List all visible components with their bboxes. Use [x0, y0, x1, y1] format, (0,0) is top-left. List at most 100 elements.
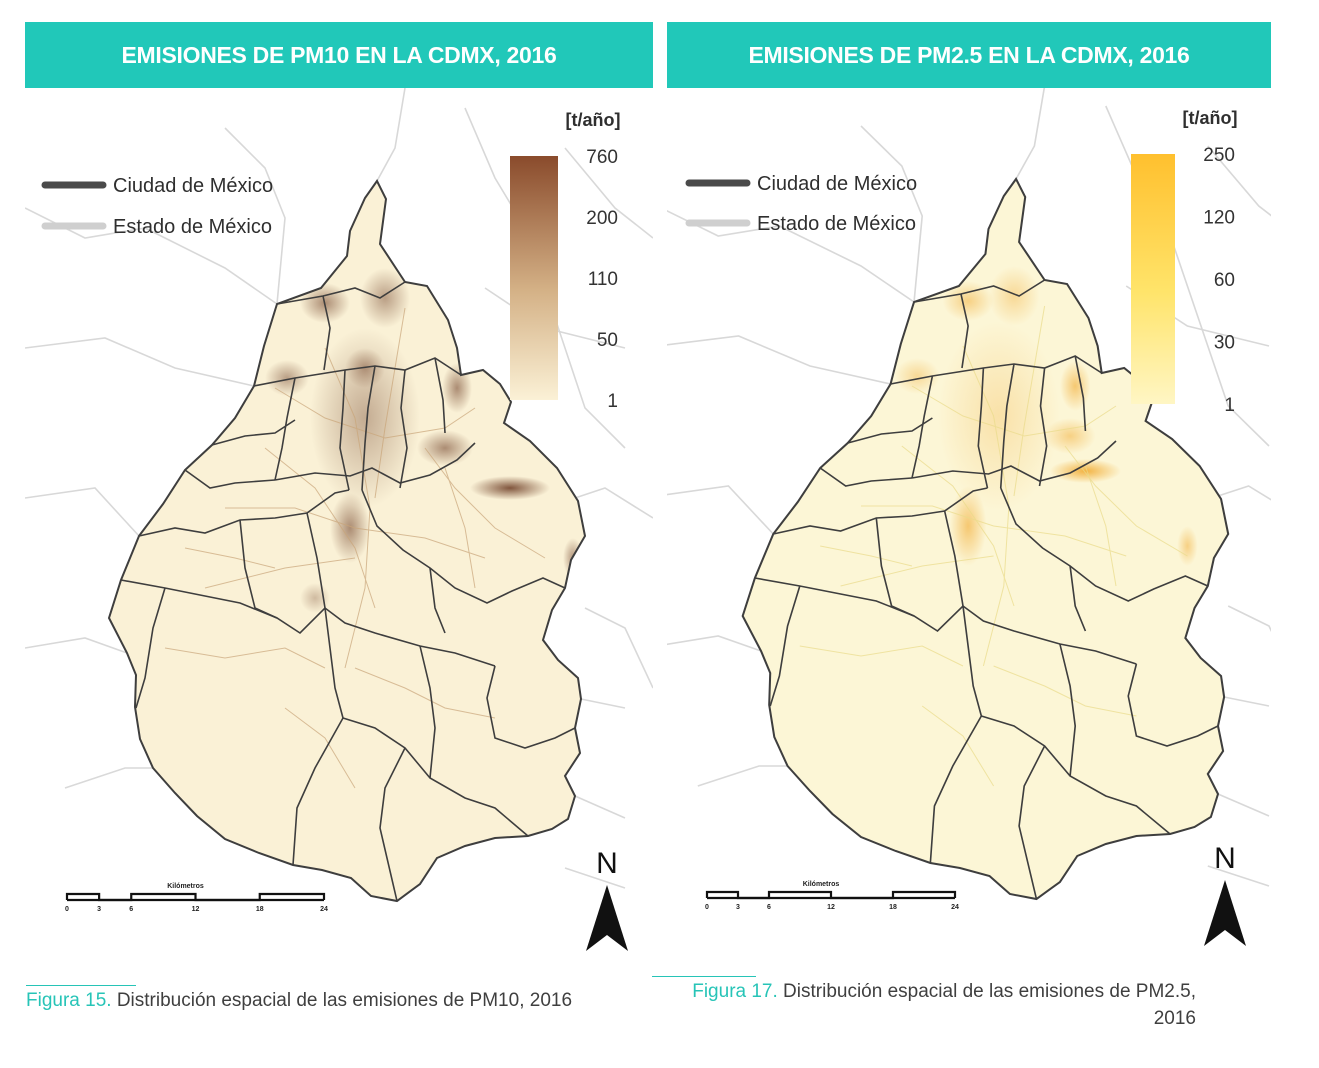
scale-bar-tick: 24 — [951, 904, 959, 911]
road-line — [921, 705, 995, 787]
emission-hotspot — [360, 268, 410, 328]
alcaldia-boundary — [324, 607, 344, 719]
distance-scale-bar: Kilómetros 0 3 6 12 18 24 — [705, 881, 959, 911]
caption-rule — [26, 985, 136, 986]
legend-label-edomex: Estado de México — [757, 213, 916, 235]
alcaldia-boundaries — [754, 279, 1219, 900]
alcaldia-boundary — [769, 585, 801, 707]
road-line — [1064, 445, 1188, 557]
alcaldia-boundary — [274, 377, 296, 481]
alcaldia-boundary — [434, 357, 446, 434]
alcaldia-boundary — [999, 487, 1209, 602]
alcaldia-boundary — [819, 467, 913, 487]
scale-bar-tick: 0 — [705, 904, 709, 911]
alcaldia-boundary — [929, 715, 983, 864]
alcaldia-boundary — [943, 510, 964, 607]
scale-tick-label: 60 — [1214, 270, 1235, 291]
road-line — [667, 635, 762, 652]
alcaldia-boundary — [754, 577, 1137, 665]
alcaldia-boundary — [1038, 367, 1048, 487]
north-label: N — [596, 847, 618, 880]
emission-hotspot — [470, 476, 550, 500]
alcaldia-boundary — [486, 665, 576, 749]
map-legend: Ciudad de México Estado de México — [41, 175, 273, 238]
alcaldia-boundary — [911, 440, 1117, 482]
road-line — [25, 637, 128, 654]
map-title-banner: EMISIONES DE PM10 EN LA CDMX, 2016 — [25, 22, 653, 88]
emission-hotspot — [988, 266, 1040, 326]
legend-label-cdmx: Ciudad de México — [113, 175, 273, 197]
road-line — [564, 147, 653, 239]
alcaldia-boundary — [306, 512, 326, 609]
scale-tick-label: 120 — [1203, 208, 1235, 229]
emission-hotspots — [894, 266, 1198, 566]
road-line — [1217, 793, 1270, 817]
emission-hotspot — [310, 328, 420, 508]
alcaldia-boundary — [120, 579, 496, 667]
emission-hotspot — [894, 358, 940, 394]
scale-bar-tick: 6 — [129, 906, 133, 913]
road-line — [667, 335, 891, 385]
road-line — [574, 795, 626, 819]
alcaldia-boundary — [361, 365, 376, 491]
scale-unit-label: [t/año] — [566, 110, 621, 130]
alcaldia-boundary — [276, 281, 406, 305]
road-line — [224, 127, 286, 305]
caption-text: Distribución espacial de las emisiones d… — [111, 990, 573, 1011]
road-line — [860, 505, 1127, 557]
alcaldia-boundary — [138, 489, 350, 537]
scale-tick-label: 200 — [586, 208, 618, 229]
emission-hotspot — [949, 486, 987, 566]
figure-number: Figura 15. — [26, 990, 112, 1011]
legend-label-cdmx: Ciudad de México — [757, 173, 917, 195]
figure-number: Figura 17. — [692, 981, 778, 1002]
alcaldia-boundary — [322, 295, 331, 371]
alcaldia-boundary — [399, 369, 408, 489]
road-line — [911, 385, 1117, 437]
scale-bar-tick: 12 — [827, 904, 835, 911]
emission-hotspot — [1177, 526, 1198, 566]
scale-bar-tick: 3 — [97, 906, 101, 913]
alcaldia-boundary — [1074, 355, 1087, 432]
road-line — [25, 337, 255, 387]
scale-bar-tick: 18 — [256, 906, 264, 913]
road-line — [374, 307, 406, 499]
road-line — [580, 698, 626, 709]
road-line — [264, 447, 376, 609]
alcaldia-boundary — [419, 645, 436, 779]
cdmx-outline — [741, 177, 1230, 901]
map-legend: Ciudad de México Estado de México — [685, 173, 917, 235]
alcaldia-boundary — [1059, 643, 1077, 777]
road-line — [274, 387, 476, 439]
scale-bar-tick: 12 — [192, 906, 200, 913]
scale-bar-label: Kilómetros — [803, 881, 840, 888]
road-line — [860, 125, 924, 303]
scale-tick-label: 250 — [1203, 145, 1235, 166]
alcaldia-boundary — [135, 587, 166, 709]
alcaldia-boundary — [960, 293, 969, 369]
road-line — [1223, 696, 1270, 707]
road-line — [1227, 605, 1271, 633]
road-line — [424, 447, 546, 559]
alcaldia-boundary — [999, 363, 1015, 489]
alcaldia-boundary — [773, 487, 988, 535]
scale-bar-tick: 0 — [65, 906, 69, 913]
map-title-banner: EMISIONES DE PM2.5 EN LA CDMX, 2016 — [667, 22, 1271, 88]
figure-caption-17: Figura 17. Distribución espacial de las … — [652, 978, 1196, 1032]
alcaldia-boundary — [981, 715, 1171, 835]
road-line — [225, 507, 486, 559]
road-line — [1015, 88, 1046, 180]
alcaldia-boundary — [1018, 745, 1046, 900]
alcaldia-boundary — [1127, 663, 1219, 747]
emission-hotspot — [265, 360, 309, 396]
alcaldia-boundary — [274, 442, 476, 484]
north-arrow-icon: N — [586, 847, 628, 951]
scale-tick-label: 1 — [1224, 395, 1235, 416]
internal-roads — [799, 305, 1188, 787]
caption-rule — [652, 976, 756, 977]
alcaldia-boundary — [292, 717, 344, 866]
scale-gradient-bar — [510, 156, 558, 400]
map-panel-pm25: EMISIONES DE PM2.5 EN LA CDMX, 2016 Ciud… — [667, 22, 1271, 952]
road-line — [1207, 145, 1271, 217]
north-label: N — [1214, 842, 1236, 875]
